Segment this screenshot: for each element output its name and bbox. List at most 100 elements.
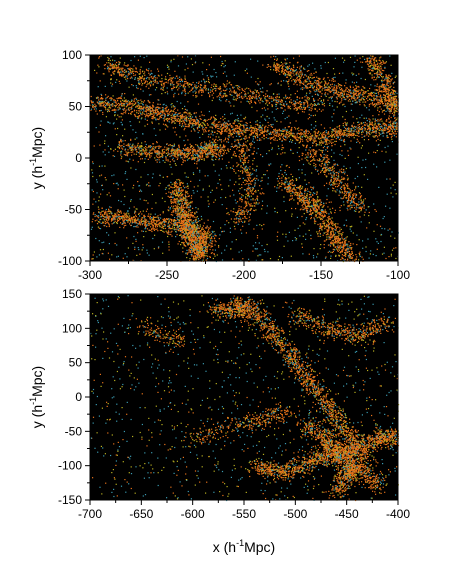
galaxy-point [301,111,304,113]
galaxy-point [387,136,389,138]
galaxy-point [122,70,124,73]
galaxy-point [306,106,308,108]
galaxy-point [228,135,230,137]
galaxy-point [142,148,144,150]
galaxy-point [106,194,108,196]
galaxy-point [360,209,362,211]
galaxy-point [276,235,278,238]
galaxy-point [132,68,134,70]
galaxy-point [335,131,337,134]
galaxy-point [355,130,357,132]
galaxy-point [209,126,211,128]
galaxy-point [197,131,199,134]
galaxy-point [198,130,200,132]
galaxy-point [236,97,238,99]
galaxy-point [116,222,118,225]
galaxy-point [156,114,158,116]
galaxy-point [176,153,178,155]
galaxy-point [161,80,163,82]
galaxy-point [187,101,189,103]
galaxy-point [148,83,150,85]
galaxy-point [223,146,225,148]
galaxy-point [385,61,387,63]
galaxy-point [196,123,198,125]
galaxy-point [152,80,154,82]
galaxy-point [173,149,176,151]
galaxy-point [130,72,132,75]
galaxy-point [187,155,189,157]
galaxy-point [326,198,328,201]
galaxy-point [181,91,183,93]
galaxy-point [225,149,227,151]
galaxy-point [166,111,168,113]
galaxy-point [250,134,253,136]
galaxy-point [321,141,323,143]
galaxy-point [97,86,99,88]
galaxy-point [158,147,160,150]
galaxy-point [365,166,367,169]
galaxy-point [256,132,258,134]
galaxy-point [319,141,321,143]
galaxy-point [102,218,104,220]
galaxy-point [207,219,209,221]
galaxy-point [344,189,346,191]
galaxy-point [230,134,232,136]
galaxy-point [382,127,384,129]
galaxy-point [373,203,375,205]
galaxy-point [317,99,319,101]
galaxy-point [108,67,110,69]
galaxy-point [283,245,285,247]
galaxy-point [118,70,120,73]
galaxy-point [212,159,214,161]
galaxy-point [314,108,317,110]
galaxy-point [173,94,175,96]
galaxy-point [119,97,121,99]
galaxy-point [308,80,310,82]
galaxy-point [202,188,204,190]
galaxy-point [379,126,382,128]
galaxy-point [376,248,378,250]
galaxy-point [183,129,185,131]
galaxy-point [219,86,221,88]
galaxy-point [117,109,119,111]
galaxy-point [322,142,324,144]
galaxy-point [229,179,231,181]
galaxy-point [107,56,109,59]
galaxy-point [123,227,125,229]
galaxy-point [162,252,164,254]
galaxy-point [183,153,185,155]
galaxy-point [104,212,106,214]
galaxy-point [151,116,153,118]
galaxy-point [301,97,304,99]
galaxy-point [386,90,388,92]
galaxy-point [120,139,122,141]
galaxy-point [198,159,200,161]
galaxy-point [190,114,192,116]
galaxy-point [126,154,128,156]
galaxy-point [124,195,126,198]
galaxy-point [111,175,113,177]
galaxy-point [113,67,116,69]
galaxy-point [298,137,300,139]
galaxy-point [382,130,384,132]
galaxy-point [258,97,261,99]
galaxy-point [120,152,122,154]
galaxy-point [235,172,237,174]
galaxy-point [183,242,185,244]
galaxy-point [200,151,202,153]
galaxy-point [345,167,347,170]
galaxy-point [236,201,239,203]
galaxy-point [185,135,187,137]
galaxy-point [167,80,169,82]
galaxy-point [199,179,201,181]
galaxy-point [178,149,180,151]
galaxy-point [203,141,206,143]
galaxy-point [114,220,116,222]
galaxy-point [105,97,107,99]
galaxy-point [130,199,132,201]
galaxy-point [391,129,394,131]
galaxy-point [225,165,227,167]
galaxy-point [392,196,394,198]
galaxy-point [165,156,167,158]
galaxy-point [301,133,303,135]
